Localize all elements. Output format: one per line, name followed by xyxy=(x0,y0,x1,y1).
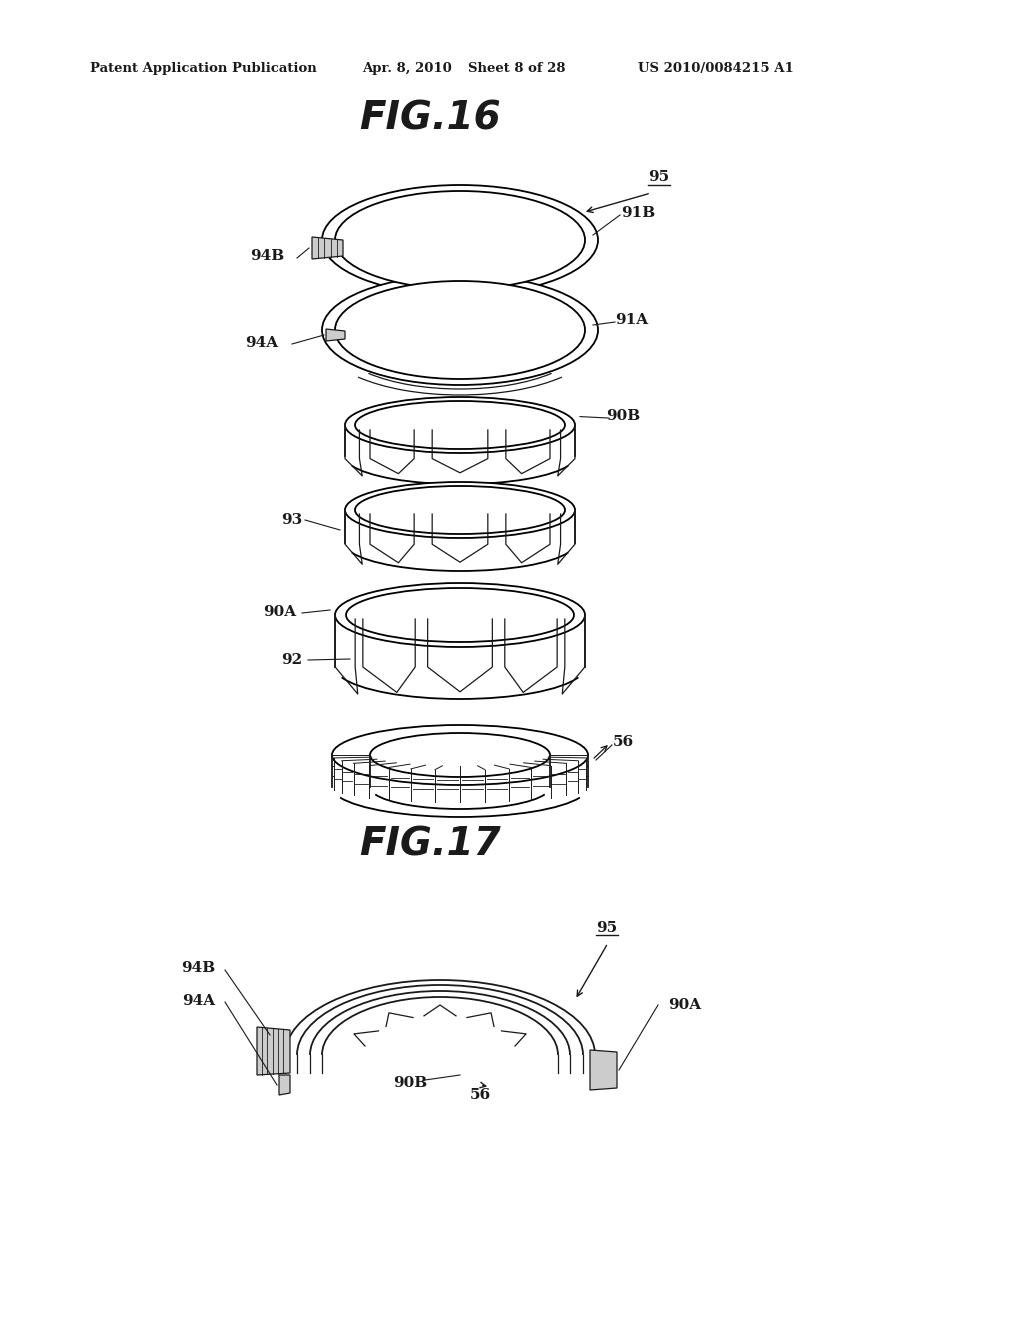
Ellipse shape xyxy=(335,191,585,289)
Ellipse shape xyxy=(332,725,588,785)
Text: Sheet 8 of 28: Sheet 8 of 28 xyxy=(468,62,565,75)
Text: 92: 92 xyxy=(282,653,302,667)
Text: 94A: 94A xyxy=(182,994,215,1008)
Text: 90B: 90B xyxy=(393,1076,427,1090)
Text: FIG.17: FIG.17 xyxy=(359,825,501,863)
Polygon shape xyxy=(590,1049,617,1090)
Ellipse shape xyxy=(355,401,565,449)
Ellipse shape xyxy=(346,587,574,642)
Ellipse shape xyxy=(345,482,575,539)
Text: 95: 95 xyxy=(648,170,670,183)
Text: 90B: 90B xyxy=(606,409,640,422)
Text: Patent Application Publication: Patent Application Publication xyxy=(90,62,316,75)
Ellipse shape xyxy=(322,185,598,294)
Polygon shape xyxy=(326,329,345,341)
Text: 94B: 94B xyxy=(181,961,215,975)
Text: 95: 95 xyxy=(596,921,617,935)
Text: US 2010/0084215 A1: US 2010/0084215 A1 xyxy=(638,62,794,75)
Polygon shape xyxy=(257,1027,290,1074)
Text: 93: 93 xyxy=(282,513,303,527)
Text: 91B: 91B xyxy=(621,206,655,220)
Polygon shape xyxy=(279,1074,290,1096)
Ellipse shape xyxy=(322,275,598,385)
Text: 56: 56 xyxy=(612,735,634,748)
Text: Apr. 8, 2010: Apr. 8, 2010 xyxy=(362,62,452,75)
Ellipse shape xyxy=(355,486,565,535)
Text: 94A: 94A xyxy=(246,337,279,350)
Ellipse shape xyxy=(345,397,575,453)
Polygon shape xyxy=(312,238,343,259)
Ellipse shape xyxy=(370,733,550,777)
Text: 56: 56 xyxy=(469,1088,490,1102)
Text: 91A: 91A xyxy=(615,313,648,327)
Text: FIG.16: FIG.16 xyxy=(359,100,501,139)
Text: 90A: 90A xyxy=(668,998,701,1012)
Ellipse shape xyxy=(335,281,585,379)
Ellipse shape xyxy=(335,583,585,647)
Text: 94B: 94B xyxy=(250,249,284,263)
Text: 90A: 90A xyxy=(263,605,297,619)
